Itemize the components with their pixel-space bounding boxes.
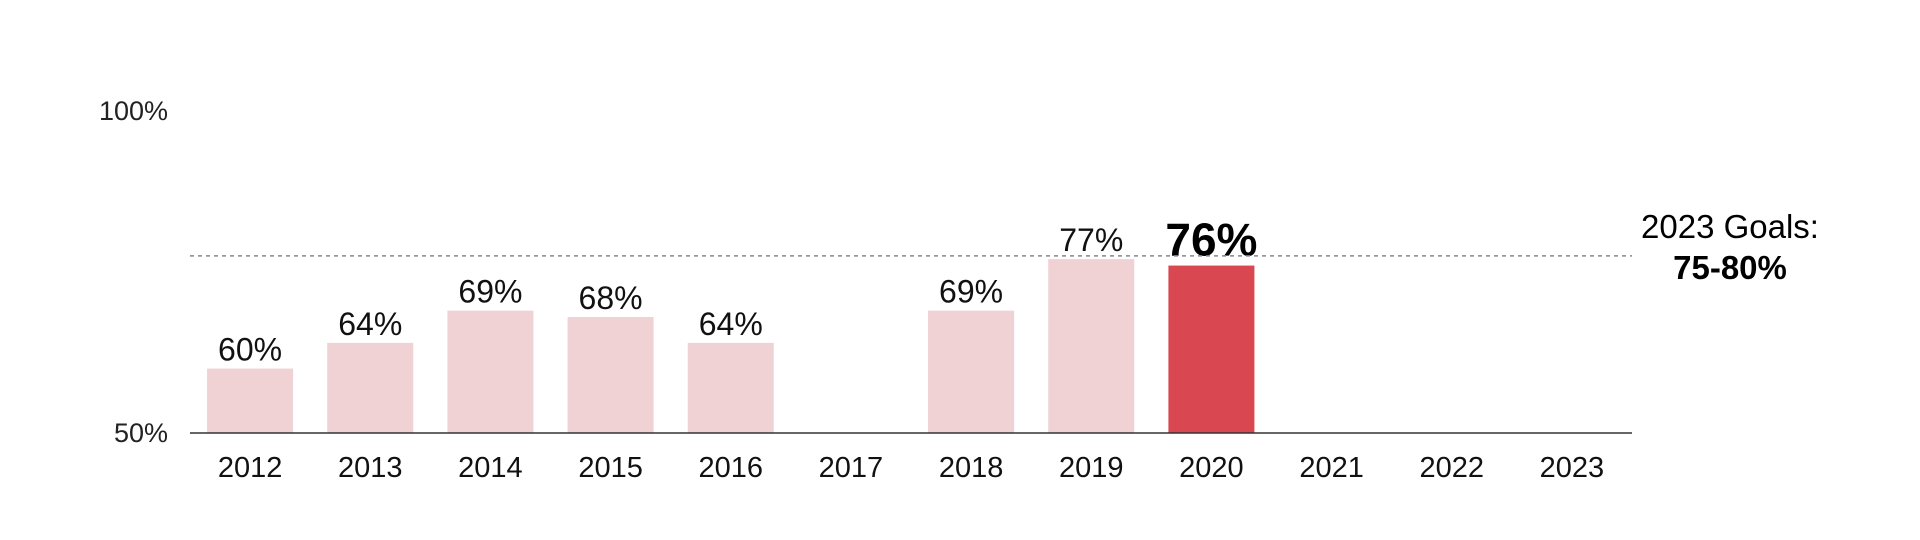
- bars-group: [207, 259, 1255, 433]
- data-label-2016: 64%: [699, 306, 763, 342]
- x-tick-2017: 2017: [819, 452, 884, 484]
- goal-label-line1: 2023 Goals:: [1641, 208, 1819, 245]
- x-tick-2016: 2016: [698, 452, 763, 484]
- y-tick-50: 50%: [114, 418, 168, 448]
- goal-label-line2: 75-80%: [1673, 249, 1787, 286]
- bar-2020: [1168, 265, 1255, 433]
- x-tick-2012: 2012: [218, 452, 283, 484]
- x-axis-ticks: 2012 2013 2014 2015 2016 2017 2018 2019 2020 2021…: [218, 452, 1604, 484]
- x-tick-2022: 2022: [1419, 452, 1484, 484]
- bar-2016: [687, 342, 774, 433]
- bar-2015: [567, 317, 654, 433]
- data-label-2013: 64%: [338, 306, 402, 342]
- data-label-2014: 69%: [458, 274, 522, 310]
- data-labels-group: 60% 64% 69% 68% 64% 69% 77% 76%: [218, 214, 1257, 368]
- x-tick-2023: 2023: [1540, 452, 1605, 484]
- y-axis-ticks: 50% 100%: [99, 96, 168, 448]
- bar-2018: [928, 310, 1015, 433]
- data-label-2012: 60%: [218, 332, 282, 368]
- bar-2013: [327, 342, 414, 433]
- y-tick-100: 100%: [99, 96, 168, 126]
- data-label-2019: 77%: [1059, 222, 1123, 258]
- x-tick-2013: 2013: [338, 452, 403, 484]
- data-label-2020: 76%: [1165, 214, 1257, 266]
- bar-2014: [447, 310, 534, 433]
- x-tick-2021: 2021: [1299, 452, 1364, 484]
- x-tick-2019: 2019: [1059, 452, 1124, 484]
- x-tick-2020: 2020: [1179, 452, 1244, 484]
- bar-2019: [1048, 259, 1135, 433]
- x-tick-2018: 2018: [939, 452, 1004, 484]
- data-label-2015: 68%: [579, 280, 643, 316]
- x-tick-2014: 2014: [458, 452, 523, 484]
- bar-2012: [207, 368, 294, 433]
- data-label-2018: 69%: [939, 274, 1003, 310]
- x-tick-2015: 2015: [578, 452, 643, 484]
